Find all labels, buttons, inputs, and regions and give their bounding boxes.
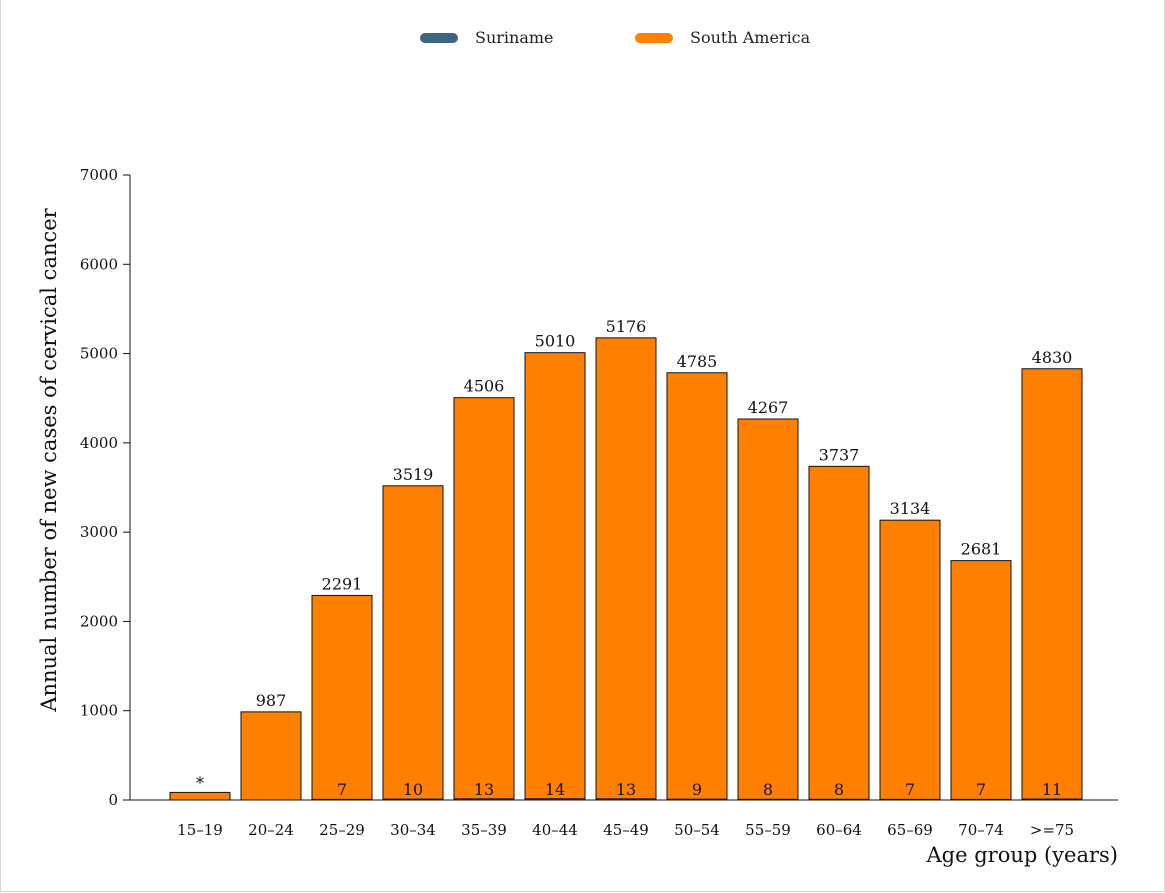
y-tick-label: 0 [108, 791, 118, 809]
value-label-suriname: 7 [976, 780, 986, 799]
value-label-suriname: 14 [545, 780, 565, 799]
legend-swatch-suriname [420, 32, 458, 43]
value-label-south-america: 2291 [322, 574, 363, 593]
bar-south-america [382, 485, 444, 801]
x-tick-label: 35–39 [461, 821, 507, 839]
value-label-suriname: 7 [905, 780, 915, 799]
bar-south-america [240, 711, 302, 801]
value-label-south-america: 3737 [819, 445, 860, 464]
bars: * 987 2291 7 3519 10 4506 13 5010 14 5176 13 4785 9 42… [169, 317, 1083, 801]
bar-south-america [737, 418, 799, 801]
x-tick-label: 25–29 [319, 821, 365, 839]
bar-south-america [311, 594, 373, 801]
y-tick-label: 5000 [80, 345, 118, 363]
x-tick-label: 65–69 [887, 821, 933, 839]
value-label-south-america: 4506 [464, 377, 505, 396]
y-tick-label: 6000 [80, 255, 118, 273]
value-label-south-america: 5176 [606, 317, 647, 336]
y-tick-label: 1000 [80, 702, 118, 720]
value-label-suriname: 13 [474, 780, 494, 799]
value-label-suriname: 10 [403, 780, 423, 799]
value-label-south-america: 5010 [535, 332, 576, 351]
bar-south-america [1021, 368, 1083, 801]
value-label-suriname: 7 [337, 780, 347, 799]
x-tick-label: 15–19 [177, 821, 223, 839]
bar-south-america [524, 352, 586, 801]
bar-south-america [453, 397, 515, 801]
x-tick-label: 45–49 [603, 821, 649, 839]
value-label-suriname: 8 [834, 780, 844, 799]
y-tick-label: 2000 [80, 612, 118, 630]
y-axis: 0 1000 2000 3000 4000 5000 6000 7000 [80, 166, 131, 809]
value-label-south-america: 3519 [393, 465, 434, 484]
x-tick-label: 70–74 [958, 821, 1004, 839]
x-axis: 15–19 20–24 25–29 30–34 35–39 40–44 45–49 50–54… [130, 799, 1118, 839]
value-label-suriname: 9 [692, 780, 702, 799]
value-label-south-america: 4785 [677, 352, 718, 371]
x-tick-label: 20–24 [248, 821, 294, 839]
value-label-suriname: * [196, 773, 204, 792]
x-tick-label: 30–34 [390, 821, 436, 839]
value-label-south-america: 987 [256, 691, 287, 710]
value-label-south-america: 4267 [748, 398, 789, 417]
bar-south-america [950, 560, 1012, 801]
bar-south-america [595, 337, 657, 801]
bar-south-america [808, 465, 870, 801]
x-tick-label: 40–44 [532, 821, 578, 839]
y-tick-label: 3000 [80, 523, 118, 541]
x-tick-label: 55–59 [745, 821, 791, 839]
legend-item-suriname: Suriname [420, 28, 554, 47]
x-tick-label: 50–54 [674, 821, 720, 839]
value-label-suriname: 11 [1042, 780, 1062, 799]
legend: Suriname South America [0, 28, 1165, 52]
value-label-suriname: 13 [616, 780, 636, 799]
y-tick-label: 7000 [80, 166, 118, 184]
x-tick-label: >=75 [1030, 821, 1074, 839]
bar-south-america [879, 519, 941, 801]
x-axis-title: Age group (years) [926, 843, 1119, 867]
legend-label-south-america: South America [690, 28, 811, 47]
legend-label-suriname: Suriname [475, 28, 554, 47]
value-label-south-america: 2681 [961, 540, 1002, 559]
value-label-suriname: 8 [763, 780, 773, 799]
bar-south-america [169, 791, 231, 801]
y-axis-title: Annual number of new cases of cervical c… [37, 207, 61, 712]
x-tick-label: 60–64 [816, 821, 862, 839]
legend-item-south-america: South America [635, 28, 810, 47]
legend-swatch-south-america [635, 32, 673, 43]
y-tick-label: 4000 [80, 434, 118, 452]
value-label-south-america: 3134 [890, 499, 931, 518]
bar-south-america [666, 372, 728, 801]
value-label-south-america: 4830 [1032, 348, 1073, 367]
